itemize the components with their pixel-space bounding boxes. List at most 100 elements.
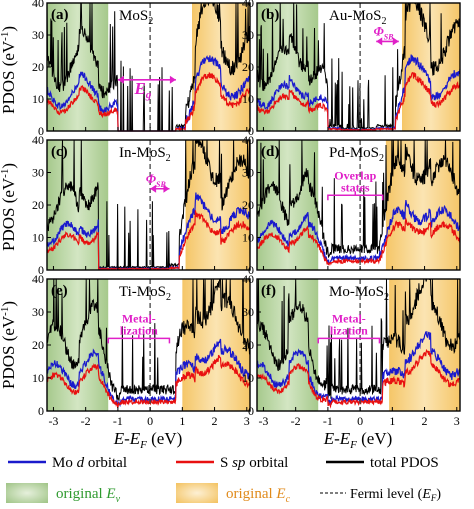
y-tick-label: 40 (242, 272, 254, 286)
y-tick-label: 0 (38, 404, 44, 418)
x-axis-label-right: E-EF (eV) (323, 429, 393, 451)
series-total (46, 278, 251, 401)
y-tick-label: 10 (242, 92, 254, 106)
y-tick-label: 0 (38, 263, 44, 277)
annotation-text: lization (330, 323, 368, 337)
annotation-text: Eg (133, 79, 151, 101)
x-tick-label: 0 (147, 414, 153, 428)
y-tick-label: 40 (242, 0, 254, 10)
y-tick-label: 20 (32, 198, 44, 212)
x-tick-label: 1 (179, 414, 185, 428)
x-tick-label: 1 (389, 414, 395, 428)
annotation-arrowheads (376, 37, 399, 46)
panel-e: 0 10 20 30 40 -3 -2 -1 0 1 2 3 (e) Ti-MoS2 Metal-lizat… (32, 272, 251, 428)
series-s (46, 354, 251, 409)
y-tick-label: 10 (32, 371, 44, 385)
y-tick-label: 20 (242, 198, 254, 212)
x-tick-label: -2 (81, 414, 91, 428)
panel-label: (d) (261, 144, 279, 160)
x-tick-label: 2 (422, 414, 428, 428)
series-mo (256, 331, 461, 405)
legend-fermi-label: Fermi level (EF) (350, 487, 441, 503)
panel-label: (f) (261, 283, 276, 299)
y-axis-label-top: PDOS (eV-1) (0, 26, 18, 114)
y-tick-label: 30 (32, 28, 44, 42)
y-tick-label: 40 (32, 272, 44, 286)
y-axis-label-middle: PDOS (eV-1) (0, 163, 18, 251)
panel-label: (e) (51, 283, 68, 299)
legend-total-label: total PDOS (370, 455, 439, 471)
panel-title: Pd-MoS2 (329, 145, 384, 164)
series-total (256, 278, 461, 399)
x-tick-label: 2 (212, 414, 218, 428)
panel-f: 0 10 20 30 40 -3 -2 -1 0 1 2 3 (f) Mo-MoS2 Metal-lizat… (242, 272, 461, 428)
y-tick-label: 0 (248, 124, 254, 138)
y-tick-label: 30 (32, 305, 44, 319)
series-s (256, 217, 461, 266)
legend-s-sp-label: S sp orbital (220, 455, 288, 471)
x-axis-label-left: E-EF (eV) (113, 429, 183, 451)
y-tick-label: 20 (32, 338, 44, 352)
x-tick-label: 0 (357, 414, 363, 428)
series-mo (46, 338, 251, 408)
panel-c: 0 10 20 30 40 (c) In-MoS2 ΦSB (32, 133, 251, 277)
y-tick-label: 30 (242, 28, 254, 42)
legend-conduction-swatch (176, 483, 218, 503)
legend-valence-swatch (6, 483, 48, 503)
x-tick-label: -3 (48, 414, 58, 428)
y-tick-label: 20 (242, 60, 254, 74)
x-tick-label: -3 (258, 414, 268, 428)
panel-title: Mo-MoS2 (329, 284, 389, 303)
y-tick-label: 20 (242, 338, 254, 352)
series-total (256, 2, 461, 131)
annotation-arrowheads (150, 184, 170, 193)
y-tick-label: 10 (242, 231, 254, 245)
panel-label: (b) (261, 7, 279, 23)
annotation-text: Overlap (334, 168, 376, 182)
panel-title: Ti-MoS2 (119, 284, 171, 303)
annotation-arrowheads (117, 75, 176, 84)
y-tick-label: 30 (242, 166, 254, 180)
panel-label: (c) (51, 144, 68, 160)
y-tick-label: 40 (32, 0, 44, 10)
annotation-text: ΦSB (373, 23, 394, 41)
series-s (46, 210, 251, 271)
y-tick-label: 40 (242, 133, 254, 147)
x-tick-label: -1 (113, 414, 123, 428)
panel-title: MoS2 (119, 8, 153, 27)
annotation: ΦSB (373, 23, 399, 46)
legend: Mo d orbital S sp orbital total PDOS ori… (6, 455, 441, 505)
y-tick-label: 20 (32, 60, 44, 74)
panel-label: (a) (51, 7, 69, 23)
annotation-text: ΦSB (146, 171, 167, 189)
annotation-bracket (107, 334, 171, 344)
series-s (256, 72, 461, 132)
y-tick-label: 10 (32, 231, 44, 245)
series-total (256, 139, 461, 259)
series-s (256, 348, 461, 409)
y-tick-label: 30 (32, 166, 44, 180)
x-tick-label: 3 (454, 414, 460, 428)
annotation-text: lization (120, 323, 158, 337)
y-tick-label: 0 (248, 404, 254, 418)
y-tick-label: 40 (32, 133, 44, 147)
legend-conduction-label: original Ec (226, 486, 291, 505)
y-tick-label: 0 (38, 124, 44, 138)
series-total (46, 139, 251, 270)
legend-valence-label: original Ev (56, 486, 121, 505)
annotation-text: Metal- (122, 311, 156, 325)
annotation-bracket (317, 334, 381, 344)
legend-mo-d-label: Mo d orbital (52, 455, 127, 471)
annotation-bracket (327, 191, 384, 201)
y-axis-label-bottom: PDOS (eV-1) (0, 301, 18, 389)
y-tick-label: 30 (242, 305, 254, 319)
annotation: Metal-lization (107, 311, 171, 344)
annotation-text: Metal- (332, 311, 366, 325)
annotation: Eg (117, 75, 176, 101)
annotation: ΦSB (146, 171, 170, 193)
